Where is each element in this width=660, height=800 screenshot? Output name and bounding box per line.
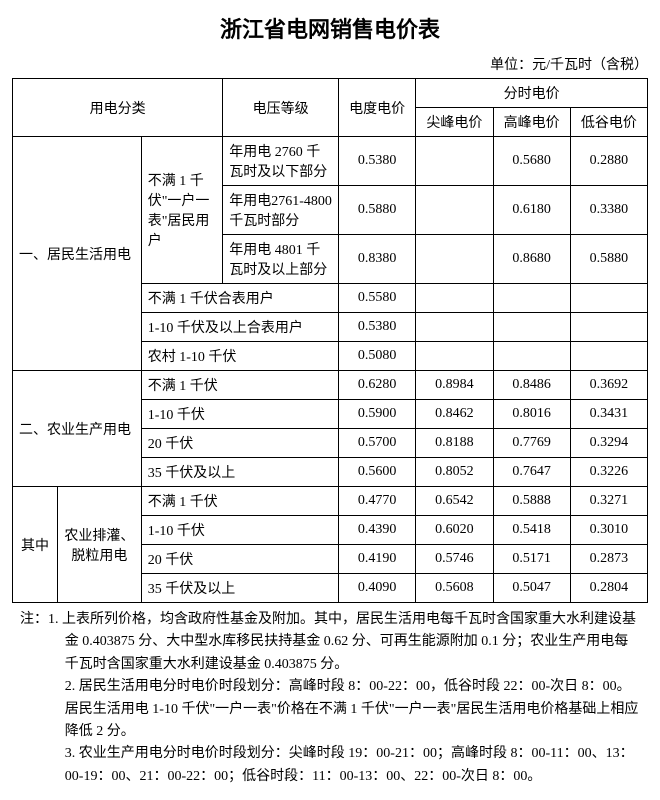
cell-base: 0.8380 [339,235,416,284]
cell-sharp [416,284,493,313]
cell-sharp: 0.8984 [416,371,493,400]
cell-base: 0.5880 [339,186,416,235]
cell-peak: 0.5888 [493,487,570,516]
cell-peak: 0.7647 [493,458,570,487]
cell-base: 0.5700 [339,429,416,458]
hdr-category: 用电分类 [13,79,223,137]
cell-peak [493,313,570,342]
cell-peak: 0.6180 [493,186,570,235]
cell-peak: 0.8016 [493,400,570,429]
cell-sharp: 0.5608 [416,574,493,603]
cell-sharp [416,186,493,235]
hdr-voltage: 电压等级 [223,79,339,137]
cell-peak: 0.5418 [493,516,570,545]
cell-base: 0.4390 [339,516,416,545]
cell-tier: 年用电 4801 千瓦时及以上部分 [223,235,339,284]
price-table: 用电分类 电压等级 电度电价 分时电价 尖峰电价 高峰电价 低谷电价 一、居民生… [12,78,648,603]
table-row: 一、居民生活用电 不满 1 千伏"一户一表"居民用户 年用电 2760 千瓦时及… [13,137,648,186]
cell-tier: 年用电 2760 千瓦时及以下部分 [223,137,339,186]
cell-sharp: 0.8188 [416,429,493,458]
table-row: 其中 农业排灌、脱粒用电 不满 1 千伏 0.4770 0.6542 0.588… [13,487,648,516]
cell-sharp: 0.8462 [416,400,493,429]
cell-sharp: 0.6542 [416,487,493,516]
cell-base: 0.4090 [339,574,416,603]
cell-voltage: 35 千伏及以上 [141,458,338,487]
cell-peak [493,342,570,371]
sec1-name: 一、居民生活用电 [13,137,142,371]
cell-voltage: 20 千伏 [141,545,338,574]
hdr-sharp: 尖峰电价 [416,108,493,137]
notes-block: 注：1. 上表所列价格，均含政府性基金及附加。其中，居民生活用电每千瓦时含国家重… [12,609,648,788]
sec1-sub1-label: 不满 1 千伏"一户一表"居民用户 [141,137,223,284]
cell-valley: 0.2873 [570,545,647,574]
sec3-name2: 农业排灌、脱粒用电 [58,487,142,603]
hdr-valley: 低谷电价 [570,108,647,137]
cell-peak: 0.5047 [493,574,570,603]
cell-voltage: 1-10 千伏 [141,516,338,545]
cell-voltage: 20 千伏 [141,429,338,458]
cell-valley: 0.3431 [570,400,647,429]
cell-peak: 0.8680 [493,235,570,284]
cell-voltage: 35 千伏及以上 [141,574,338,603]
cell-tier: 年用电2761-4800 千瓦时部分 [223,186,339,235]
cell-valley: 0.5880 [570,235,647,284]
sec2-name: 二、农业生产用电 [13,371,142,487]
cell-valley [570,342,647,371]
cell-voltage: 不满 1 千伏合表用户 [141,284,338,313]
cell-sharp [416,342,493,371]
sec3-name1: 其中 [13,487,58,603]
cell-valley: 0.3380 [570,186,647,235]
hdr-base: 电度电价 [339,79,416,137]
cell-valley: 0.3692 [570,371,647,400]
note-item: 注：1. 上表所列价格，均含政府性基金及附加。其中，居民生活用电每千瓦时含国家重… [20,609,640,676]
cell-sharp [416,137,493,186]
cell-valley: 0.2880 [570,137,647,186]
cell-valley [570,284,647,313]
page-title: 浙江省电网销售电价表 [12,12,648,44]
cell-base: 0.5900 [339,400,416,429]
table-row: 二、农业生产用电 不满 1 千伏 0.6280 0.8984 0.8486 0.… [13,371,648,400]
cell-peak: 0.5171 [493,545,570,574]
cell-voltage: 农村 1-10 千伏 [141,342,338,371]
note-item: 2. 居民生活用电分时电价时段划分：高峰时段 8：00-22：00，低谷时段 2… [20,676,640,743]
cell-base: 0.5600 [339,458,416,487]
cell-base: 0.4190 [339,545,416,574]
note-item: 3. 农业生产用电分时电价时段划分：尖峰时段 19：00-21：00；高峰时段 … [20,743,640,788]
cell-base: 0.5380 [339,137,416,186]
cell-peak: 0.5680 [493,137,570,186]
note-prefix: 注： [20,612,48,627]
cell-valley: 0.3226 [570,458,647,487]
cell-base: 0.6280 [339,371,416,400]
cell-peak: 0.7769 [493,429,570,458]
cell-voltage: 1-10 千伏 [141,400,338,429]
cell-sharp [416,313,493,342]
cell-base: 0.4770 [339,487,416,516]
cell-valley: 0.3294 [570,429,647,458]
cell-base: 0.5080 [339,342,416,371]
header-row-1: 用电分类 电压等级 电度电价 分时电价 [13,79,648,108]
cell-sharp: 0.6020 [416,516,493,545]
hdr-tod-group: 分时电价 [416,79,648,108]
cell-voltage: 不满 1 千伏 [141,371,338,400]
cell-sharp: 0.5746 [416,545,493,574]
cell-valley: 0.3271 [570,487,647,516]
cell-sharp: 0.8052 [416,458,493,487]
note-text: 1. 上表所列价格，均含政府性基金及附加。其中，居民生活用电每千瓦时含国家重大水… [48,612,636,672]
cell-peak: 0.8486 [493,371,570,400]
unit-line: 单位：元/千瓦时（含税） [12,54,648,74]
cell-voltage: 1-10 千伏及以上合表用户 [141,313,338,342]
cell-sharp [416,235,493,284]
hdr-peak: 高峰电价 [493,108,570,137]
cell-base: 0.5380 [339,313,416,342]
cell-base: 0.5580 [339,284,416,313]
cell-valley [570,313,647,342]
cell-valley: 0.3010 [570,516,647,545]
cell-peak [493,284,570,313]
cell-valley: 0.2804 [570,574,647,603]
cell-voltage: 不满 1 千伏 [141,487,338,516]
